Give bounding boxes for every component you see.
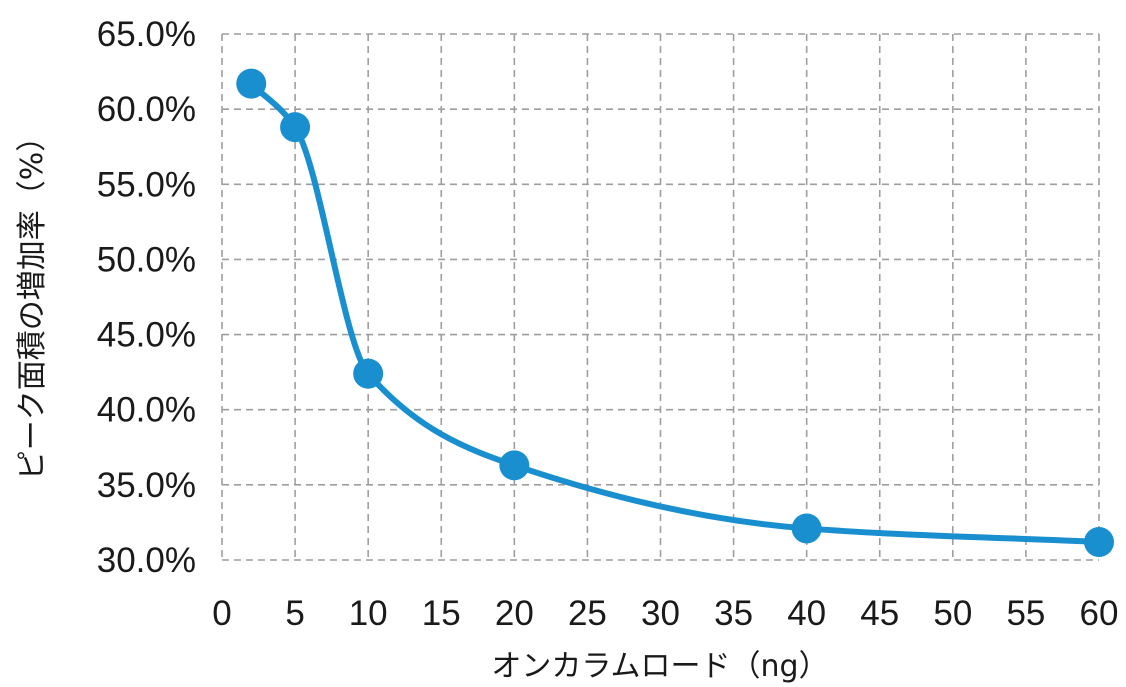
series: [236, 68, 1114, 557]
x-tick-label: 5: [285, 594, 304, 633]
x-tick-label: 20: [495, 594, 534, 633]
x-axis-ticks: 0 5 10 15 20 25 30 35 40 45 50 55 60: [212, 594, 1118, 633]
x-tick-label: 45: [860, 594, 899, 633]
data-point: [280, 112, 311, 143]
data-point: [791, 513, 822, 544]
y-tick-label: 40.0%: [97, 391, 196, 430]
x-tick-label: 0: [212, 594, 231, 633]
y-tick-label: 50.0%: [97, 240, 196, 279]
y-tick-label: 30.0%: [97, 541, 196, 580]
x-axis-title: オンカラムロード（ng）: [491, 649, 828, 684]
data-point: [236, 68, 267, 99]
x-tick-label: 35: [714, 594, 753, 633]
x-tick-label: 55: [1006, 594, 1045, 633]
x-tick-label: 15: [422, 594, 461, 633]
x-tick-label: 40: [787, 594, 826, 633]
y-axis-title: ピーク面積の増加率（%）: [15, 122, 50, 481]
x-tick-label: 60: [1080, 594, 1119, 633]
x-tick-label: 10: [349, 594, 388, 633]
grid: [221, 33, 1100, 561]
y-tick-label: 65.0%: [97, 15, 196, 54]
y-tick-label: 60.0%: [97, 90, 196, 129]
data-point: [1084, 526, 1114, 557]
x-tick-label: 50: [933, 594, 972, 633]
y-tick-label: 55.0%: [97, 165, 196, 204]
y-tick-label: 35.0%: [97, 466, 196, 505]
data-point: [353, 358, 384, 389]
series-line-0: [248, 80, 1102, 545]
y-axis-ticks: 30.0% 35.0% 40.0% 45.0% 50.0% 55.0% 60.0% 65.0%: [97, 15, 196, 580]
y-tick-label: 45.0%: [97, 316, 196, 355]
data-point: [499, 450, 530, 481]
x-tick-label: 25: [568, 594, 607, 633]
x-tick-label: 30: [641, 594, 680, 633]
